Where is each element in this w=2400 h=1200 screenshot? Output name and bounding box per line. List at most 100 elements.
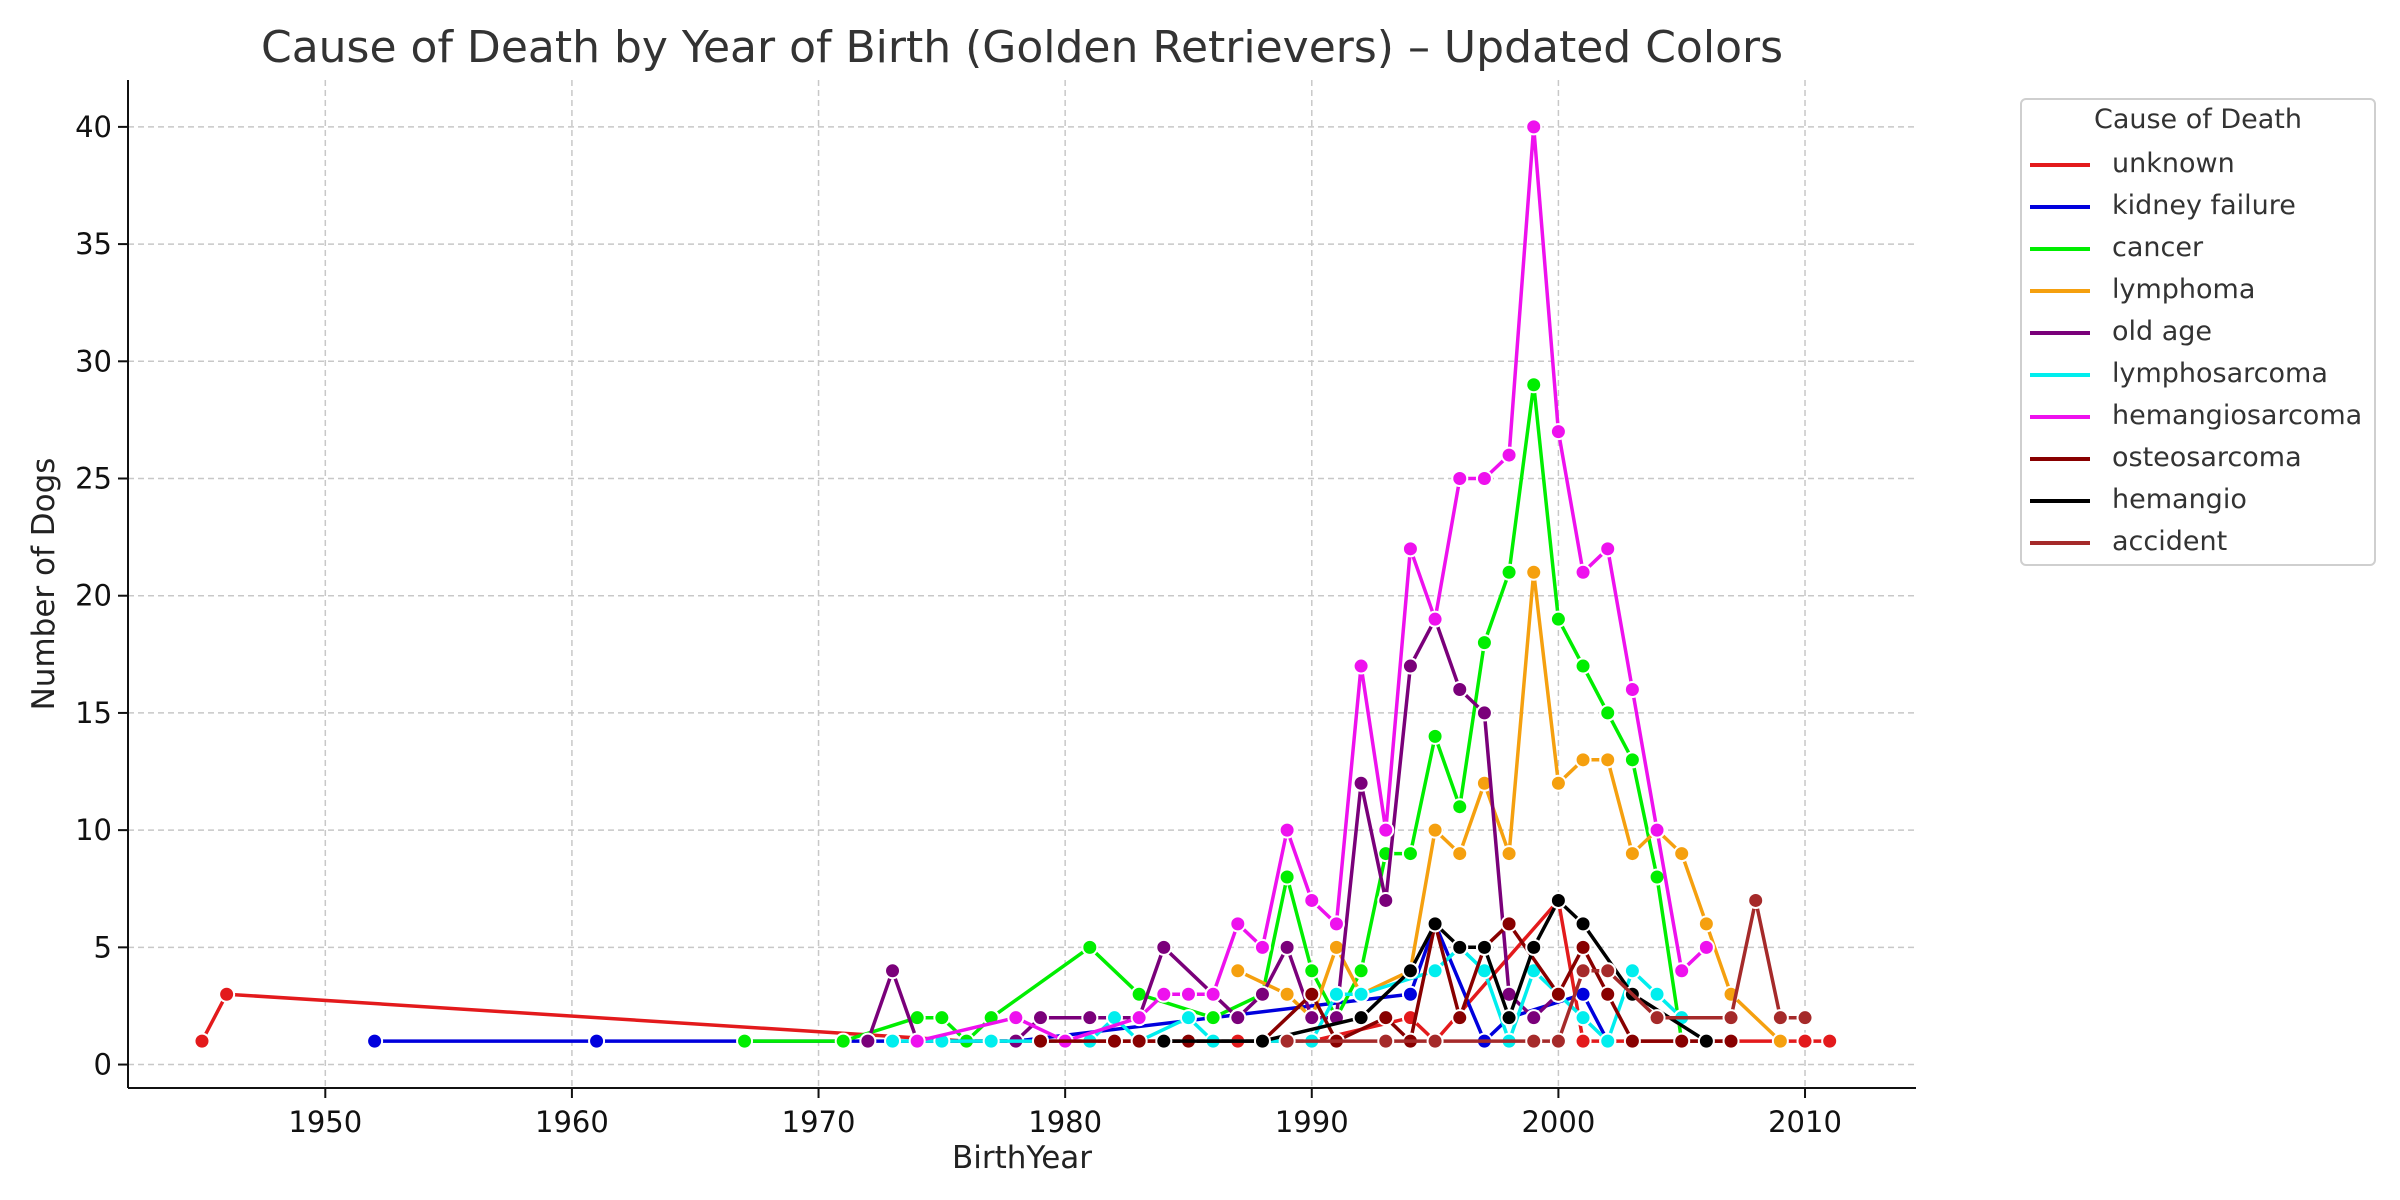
data-point-accident [1574, 962, 1592, 980]
legend-label: hemangio [2112, 484, 2247, 515]
axes: 1950 1960 1970 1980 1990 2000 2010 0 5 10 15 20 25 30… [75, 80, 1916, 1139]
data-point-lymphoma [1451, 845, 1469, 863]
data-point-hemangio [1352, 1009, 1370, 1027]
data-point-hemangiosarcoma [1204, 985, 1222, 1003]
data-point-accident [1747, 891, 1765, 909]
data-point-osteosarcoma [1722, 1032, 1740, 1050]
legend-label: hemangiosarcoma [2112, 400, 2363, 431]
data-point-old-age [1525, 1009, 1543, 1027]
legend-label: cancer [2112, 232, 2204, 263]
data-point-hemangiosarcoma [908, 1032, 926, 1050]
data-point-cancer [1525, 376, 1543, 394]
y-tick-label: 10 [75, 813, 112, 847]
data-point-old-age [1303, 1009, 1321, 1027]
data-point-unknown [193, 1032, 211, 1050]
data-point-accident [1722, 1009, 1740, 1027]
data-point-lymphosarcoma [1623, 962, 1641, 980]
data-point-unknown [1821, 1032, 1839, 1050]
data-point-hemangiosarcoma [1525, 118, 1543, 136]
data-point-cancer [834, 1032, 852, 1050]
data-point-kidney-failure [366, 1032, 384, 1050]
data-point-accident [1599, 962, 1617, 980]
data-point-hemangiosarcoma [1451, 470, 1469, 488]
data-point-osteosarcoma [1549, 985, 1567, 1003]
data-point-old-age [1401, 657, 1419, 675]
data-point-lymphoma [1623, 845, 1641, 863]
data-point-old-age [1081, 1009, 1099, 1027]
data-point-hemangiosarcoma [1500, 446, 1518, 464]
data-point-osteosarcoma [1031, 1032, 1049, 1050]
data-point-hemangiosarcoma [1673, 962, 1691, 980]
legend-label: lymphosarcoma [2112, 358, 2328, 389]
data-point-cancer [1549, 610, 1567, 628]
data-point-hemangiosarcoma [1007, 1009, 1025, 1027]
data-point-hemangiosarcoma [1475, 470, 1493, 488]
data-point-hemangio [1401, 962, 1419, 980]
data-point-lymphoma [1500, 845, 1518, 863]
data-point-accident [1648, 1009, 1666, 1027]
legend-item-lymphoma: lymphoma [2022, 270, 2374, 312]
data-point-cancer [1401, 845, 1419, 863]
y-tick-label: 40 [75, 110, 112, 144]
data-point-unknown [1796, 1032, 1814, 1050]
x-tick-label: 1990 [1275, 1105, 1349, 1139]
data-point-lymphosarcoma [1179, 1009, 1197, 1027]
data-point-hemangio [1155, 1032, 1173, 1050]
legend-label: unknown [2112, 148, 2235, 179]
y-tick-label: 35 [75, 227, 112, 261]
data-point-cancer [1500, 563, 1518, 581]
data-point-cancer [1599, 704, 1617, 722]
data-point-hemangio [1697, 1032, 1715, 1050]
legend-swatch [2030, 205, 2090, 209]
data-point-hemangiosarcoma [1426, 610, 1444, 628]
data-point-old-age [1278, 938, 1296, 956]
data-point-old-age [1451, 680, 1469, 698]
data-point-cancer [1081, 938, 1099, 956]
data-point-cancer [1475, 634, 1493, 652]
y-tick-label: 0 [94, 1048, 112, 1082]
data-point-lymphosarcoma [982, 1032, 1000, 1050]
data-point-hemangio [1549, 891, 1567, 909]
y-tick-label: 15 [75, 696, 112, 730]
data-point-lymphoma [1673, 845, 1691, 863]
x-tick-label: 1980 [1028, 1105, 1102, 1139]
data-point-cancer [736, 1032, 754, 1050]
legend-item-lymphosarcoma: lymphosarcoma [2022, 354, 2374, 396]
data-point-lymphoma [1229, 962, 1247, 980]
data-point-unknown [218, 985, 236, 1003]
data-point-lymphosarcoma [1648, 985, 1666, 1003]
data-point-osteosarcoma [1105, 1032, 1123, 1050]
data-point-hemangiosarcoma [1697, 938, 1715, 956]
data-point-hemangiosarcoma [1303, 891, 1321, 909]
legend: Cause of Death unknown kidney failure canc… [2020, 98, 2376, 566]
legend-item-old-age: old age [2022, 312, 2374, 354]
data-point-accident [1796, 1009, 1814, 1027]
series-hemangiosarcoma [908, 118, 1715, 1050]
data-point-hemangiosarcoma [1574, 563, 1592, 581]
legend-item-hemangiosarcoma: hemangiosarcoma [2022, 396, 2374, 438]
data-point-lymphoma [1525, 563, 1543, 581]
data-point-accident [1525, 1032, 1543, 1050]
series-hemangio [1155, 891, 1715, 1050]
data-point-lymphosarcoma [884, 1032, 902, 1050]
legend-item-accident: accident [2022, 522, 2374, 564]
data-point-cancer [1574, 657, 1592, 675]
data-point-accident [1771, 1009, 1789, 1027]
data-point-lymphosarcoma [1352, 985, 1370, 1003]
x-tick-label: 2010 [1768, 1105, 1842, 1139]
data-point-unknown [1574, 1032, 1592, 1050]
legend-item-unknown: unknown [2022, 144, 2374, 186]
legend-swatch [2030, 373, 2090, 377]
legend-title: Cause of Death [2093, 104, 2303, 135]
data-point-lymphoma [1426, 821, 1444, 839]
y-axis-label: Number of Dogs [26, 458, 62, 711]
data-point-cancer [1204, 1009, 1222, 1027]
data-point-cancer [1623, 751, 1641, 769]
data-point-osteosarcoma [1599, 985, 1617, 1003]
data-point-lymphoma [1574, 751, 1592, 769]
data-point-osteosarcoma [1623, 1032, 1641, 1050]
data-point-hemangiosarcoma [1130, 1009, 1148, 1027]
x-axis-label: BirthYear [952, 1140, 1092, 1176]
legend-item-osteosarcoma: osteosarcoma [2022, 438, 2374, 480]
legend-swatch [2030, 163, 2090, 167]
